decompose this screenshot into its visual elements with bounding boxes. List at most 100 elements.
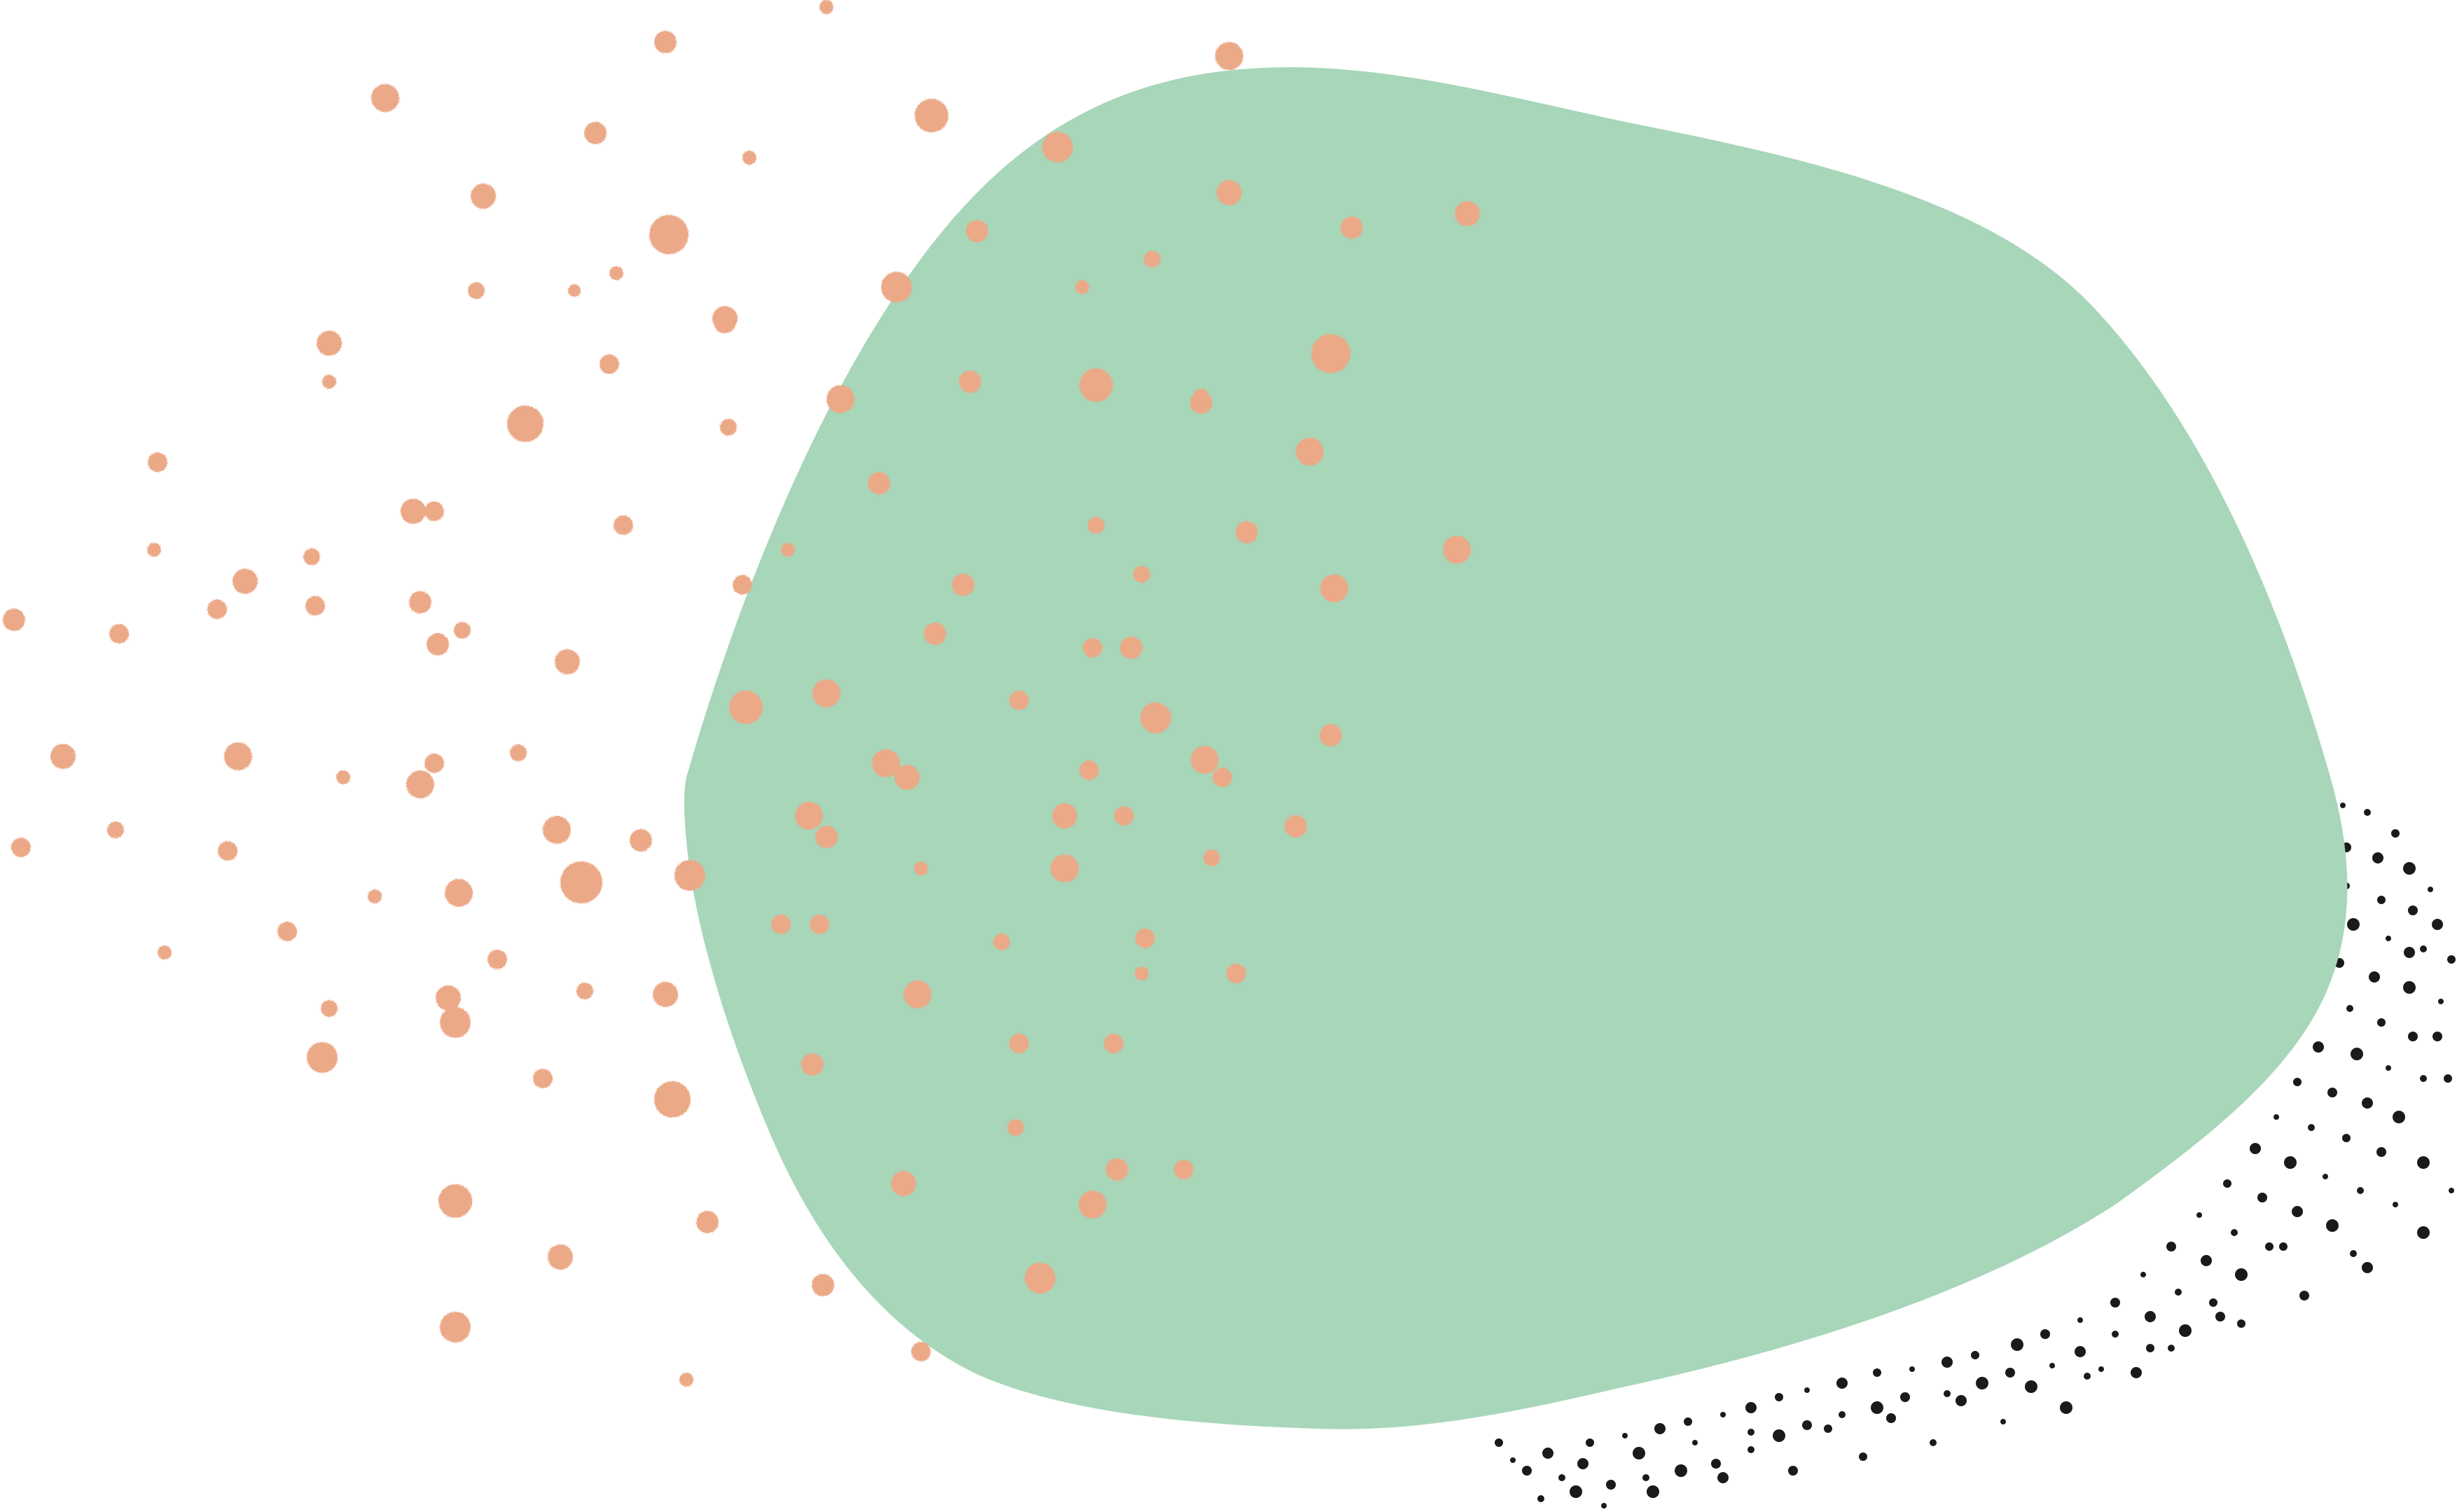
black-speckle: [1839, 1411, 1846, 1418]
black-speckle: [1745, 1402, 1757, 1413]
orange-speckle: [915, 99, 948, 132]
black-speckle: [2175, 1289, 2182, 1296]
orange-speckle: [812, 1274, 834, 1296]
black-speckle-group: [1495, 803, 2456, 1508]
orange-speckle: [1079, 368, 1113, 402]
orange-speckle: [107, 821, 124, 838]
black-speckle: [2098, 1366, 2104, 1372]
orange-speckle: [317, 331, 342, 356]
black-speckle: [2362, 1097, 2373, 1109]
orange-speckle: [1135, 929, 1155, 948]
black-speckle: [2284, 1156, 2297, 1169]
orange-speckle: [1320, 724, 1342, 747]
black-speckle: [2223, 1179, 2231, 1188]
black-speckle: [2420, 945, 2427, 952]
orange-speckle: [1079, 1191, 1107, 1219]
orange-speckle: [1341, 216, 1363, 239]
orange-speckle: [307, 1042, 338, 1073]
black-speckle: [2040, 1329, 2050, 1339]
black-speckle: [2075, 1346, 2086, 1357]
orange-speckle: [819, 0, 833, 14]
black-speckle: [1522, 1466, 1532, 1476]
orange-speckle: [630, 829, 652, 852]
orange-speckle: [679, 1373, 693, 1387]
black-speckle: [2196, 1212, 2202, 1218]
orange-speckle: [218, 841, 237, 861]
black-speckle: [2145, 1311, 2156, 1322]
orange-speckle: [952, 574, 974, 596]
orange-speckle: [1174, 1160, 1193, 1179]
black-speckle: [2231, 1229, 2238, 1236]
orange-speckle: [568, 284, 581, 297]
black-speckle: [2257, 1193, 2267, 1202]
orange-speckle: [1443, 536, 1471, 564]
black-speckle: [2005, 1368, 2015, 1378]
black-speckle: [1930, 1439, 1937, 1446]
black-speckle: [1871, 1401, 1883, 1414]
orange-speckle: [336, 770, 350, 784]
orange-speckle: [891, 1171, 916, 1196]
black-speckle: [1824, 1424, 1832, 1433]
orange-speckle: [966, 220, 988, 242]
black-speckle: [2237, 1319, 2245, 1328]
black-speckle: [1836, 1378, 1848, 1389]
black-speckle: [1586, 1438, 1594, 1447]
orange-speckle: [440, 1007, 471, 1038]
orange-speckle: [555, 649, 580, 674]
orange-speckle: [696, 1211, 719, 1233]
black-speckle: [2340, 803, 2346, 808]
black-speckle: [2376, 1147, 2386, 1157]
orange-speckle: [1140, 702, 1171, 733]
orange-speckle: [1203, 849, 1220, 866]
black-speckle: [2166, 1242, 2176, 1251]
orange-speckle: [507, 405, 544, 442]
black-speckle: [2428, 887, 2433, 892]
orange-speckle: [1051, 854, 1079, 882]
black-speckle: [1956, 1395, 1967, 1406]
orange-speckle: [148, 452, 167, 472]
black-speckle: [1622, 1433, 1628, 1438]
black-speckle: [2215, 1312, 2225, 1322]
orange-speckle: [654, 1081, 691, 1118]
orange-speckle: [533, 1069, 553, 1088]
black-speckle: [1510, 1457, 1516, 1463]
black-speckle: [2209, 1298, 2217, 1307]
black-speckle: [1654, 1423, 1666, 1434]
orange-speckle: [714, 311, 736, 333]
orange-speckle: [1120, 637, 1142, 659]
orange-speckle: [406, 770, 434, 798]
black-speckle: [2362, 1262, 2373, 1273]
black-speckle: [1788, 1466, 1798, 1476]
black-speckle: [2377, 1018, 2386, 1027]
orange-speckle: [801, 1053, 824, 1076]
orange-speckle: [1075, 280, 1089, 294]
orange-speckle: [1052, 803, 1077, 828]
black-speckle: [1909, 1366, 1915, 1372]
orange-speckle: [1009, 1034, 1029, 1053]
black-speckle: [2235, 1268, 2248, 1281]
black-speckle: [2313, 1041, 2324, 1053]
orange-speckle: [50, 744, 76, 769]
black-speckle: [1804, 1387, 1810, 1393]
orange-speckle: [924, 623, 946, 645]
black-speckle: [2084, 1373, 2091, 1380]
black-speckle: [2408, 906, 2418, 915]
black-speckle: [2168, 1345, 2175, 1352]
black-speckle: [2347, 918, 2360, 931]
black-speckle: [2346, 1005, 2353, 1012]
orange-speckle: [303, 548, 320, 565]
orange-speckle: [894, 765, 920, 790]
orange-speckle: [1114, 806, 1134, 826]
black-speckle: [2201, 1255, 2212, 1266]
black-speckle: [2146, 1344, 2154, 1352]
black-speckle: [2404, 947, 2415, 958]
black-speckle: [2417, 1156, 2430, 1169]
black-speckle: [1647, 1485, 1659, 1498]
black-speckle: [2351, 1048, 2363, 1060]
orange-speckle: [600, 354, 619, 374]
black-speckle: [2438, 999, 2444, 1004]
orange-speckle: [1104, 1034, 1123, 1053]
orange-speckle: [471, 183, 496, 209]
